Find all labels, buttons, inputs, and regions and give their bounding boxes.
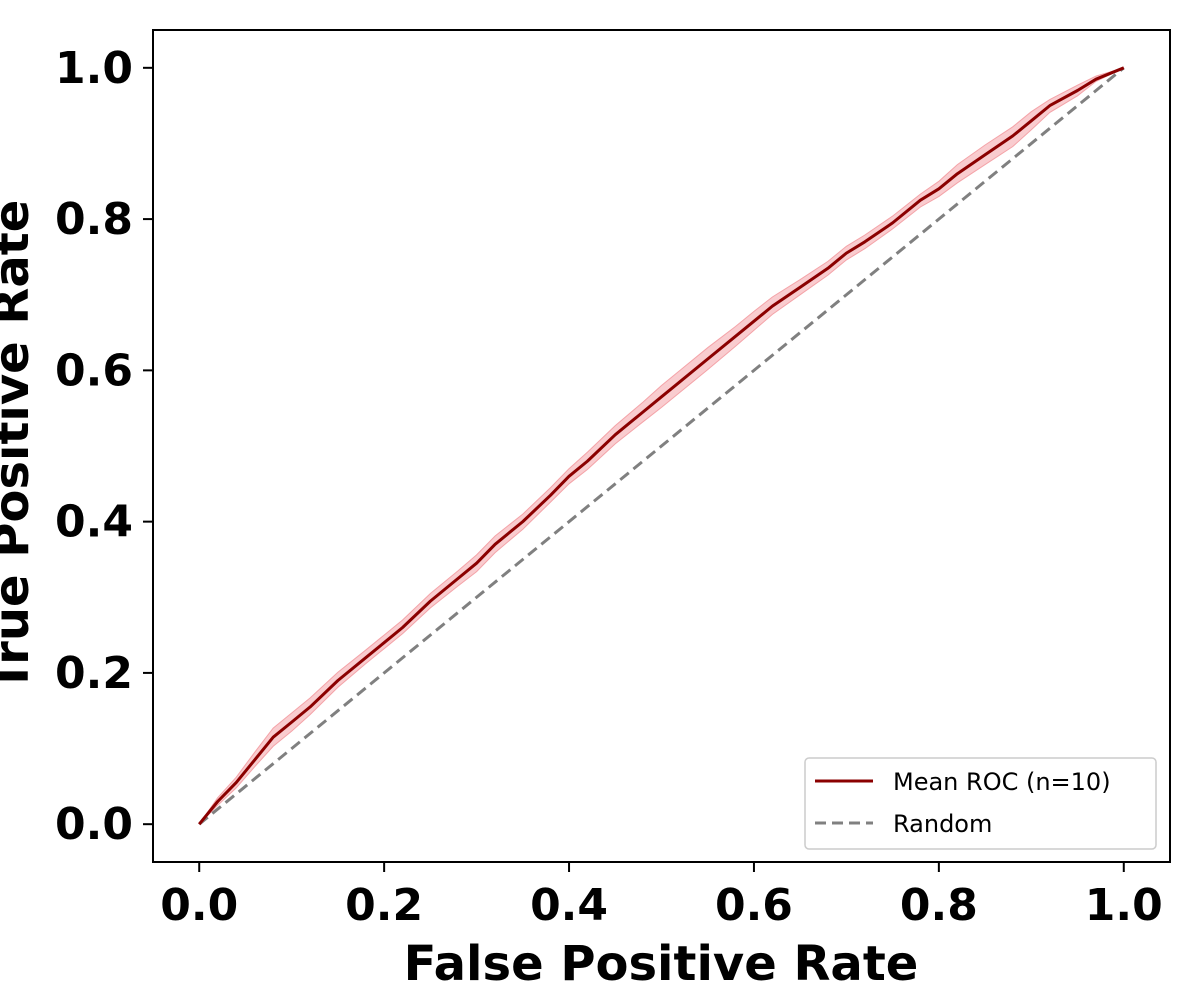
y-tick-label: 0.6: [55, 345, 133, 396]
x-axis-ticks: 0.0 0.2 0.4 0.6 0.8 1.0: [160, 862, 1163, 931]
y-axis-title: True Positive Rate: [0, 200, 40, 693]
y-axis-ticks: 0.0 0.2 0.4 0.6 0.8 1.0: [55, 43, 153, 850]
random-line: [198, 66, 1125, 826]
y-tick-label: 0.8: [55, 194, 133, 245]
x-tick-label: 0.4: [530, 880, 608, 931]
mean-roc-line: [198, 66, 1125, 826]
legend-box: [804, 757, 1157, 850]
legend: Mean ROC (n=10) Random: [804, 757, 1157, 850]
legend-label-random: Random: [893, 810, 992, 838]
x-tick-label: 1.0: [1085, 880, 1163, 931]
y-tick-label: 0.0: [55, 799, 133, 850]
y-tick-label: 1.0: [55, 43, 133, 94]
plot-area: [198, 66, 1125, 826]
x-tick-label: 0.0: [160, 880, 238, 931]
y-tick-label: 0.4: [55, 497, 133, 548]
x-tick-label: 0.8: [900, 880, 978, 931]
x-tick-label: 0.6: [715, 880, 793, 931]
plot-frame: [152, 29, 1171, 863]
x-tick-label: 0.2: [345, 880, 423, 931]
y-tick-label: 0.2: [55, 648, 133, 699]
legend-label-mean-roc: Mean ROC (n=10): [893, 768, 1111, 796]
x-axis-title: False Positive Rate: [404, 936, 919, 992]
